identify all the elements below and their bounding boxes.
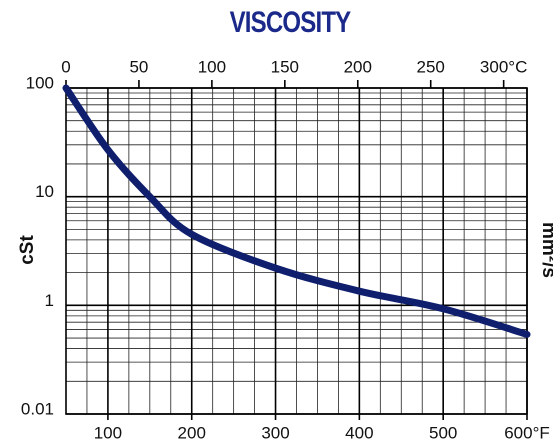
y-axis-label: cSt <box>17 235 38 265</box>
plot-frame <box>65 87 528 415</box>
y2-axis-label: mm²/s <box>538 222 553 278</box>
y-tick-label: 10 <box>35 182 54 201</box>
x2-tick-label: 200 <box>344 57 372 76</box>
x2-tick-label: 50 <box>129 57 148 76</box>
x2-tick-label: 250 <box>417 57 445 76</box>
y-tick-label: 100 <box>26 73 54 92</box>
x-tick-label: 600°F <box>504 423 550 442</box>
y-tick-label: 1 <box>45 291 54 310</box>
x2-tick-label: 300°C <box>480 57 527 76</box>
x2-tick-label: 150 <box>271 57 299 76</box>
x2-tick-label: 0 <box>61 57 70 76</box>
x2-tick-label: 100 <box>198 57 226 76</box>
x-tick-label: 300 <box>261 423 289 442</box>
viscosity-curve <box>62 84 531 338</box>
x-tick-label: 200 <box>178 423 206 442</box>
y-tick-label: 0.01 <box>21 399 54 418</box>
x-tick-label: 400 <box>345 423 373 442</box>
x-tick-label: 500 <box>429 423 457 442</box>
chart-title: VISCOSITY <box>230 4 351 38</box>
x-tick-label: 100 <box>94 423 122 442</box>
